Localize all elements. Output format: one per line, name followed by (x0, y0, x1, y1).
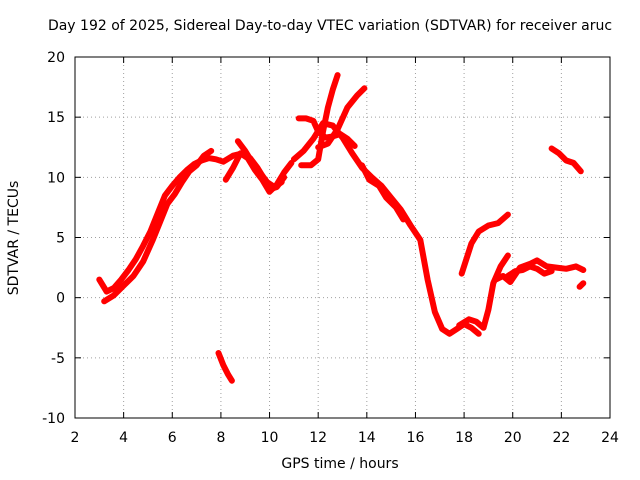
series-line-s9 (359, 162, 407, 223)
x-tick-label: 18 (455, 430, 473, 446)
y-tick-label: -10 (42, 411, 65, 427)
series-line-s7 (298, 72, 341, 169)
chart-title: Day 192 of 2025, Sidereal Day-to-day VTE… (47, 18, 613, 34)
series-line-s13 (504, 263, 555, 279)
series-line-s11 (456, 252, 511, 331)
x-tick-label: 14 (358, 430, 376, 446)
y-tick-label: 15 (47, 110, 65, 126)
x-tick-label: 22 (552, 430, 570, 446)
series-line-s8 (315, 85, 368, 151)
x-tick-label: 24 (601, 430, 619, 446)
x-tick-label: 12 (309, 430, 327, 446)
x-axis-label: GPS time / hours (281, 456, 399, 472)
y-tick-label: 0 (56, 291, 65, 307)
series-line-s15 (576, 280, 587, 290)
y-tick-label: -5 (51, 351, 65, 367)
y-tick-label: 10 (47, 170, 65, 186)
series-line-s6 (295, 115, 358, 149)
x-tick-label: 2 (71, 430, 80, 446)
x-tick-label: 20 (504, 430, 522, 446)
x-tick-label: 6 (168, 430, 177, 446)
x-tick-label: 4 (119, 430, 128, 446)
x-tick-label: 16 (407, 430, 425, 446)
series-line-s2 (101, 147, 215, 305)
y-tick-label: 20 (47, 50, 65, 66)
series-line-s16 (215, 350, 235, 384)
data-traces (96, 72, 587, 384)
series-line-s14 (548, 145, 584, 175)
series-line-s12 (492, 257, 587, 285)
series-line-s10 (458, 211, 511, 277)
x-tick-label: 10 (261, 430, 279, 446)
x-tick-label: 8 (216, 430, 225, 446)
series-line-s4 (234, 138, 285, 190)
y-tick-label: 5 (56, 231, 65, 247)
